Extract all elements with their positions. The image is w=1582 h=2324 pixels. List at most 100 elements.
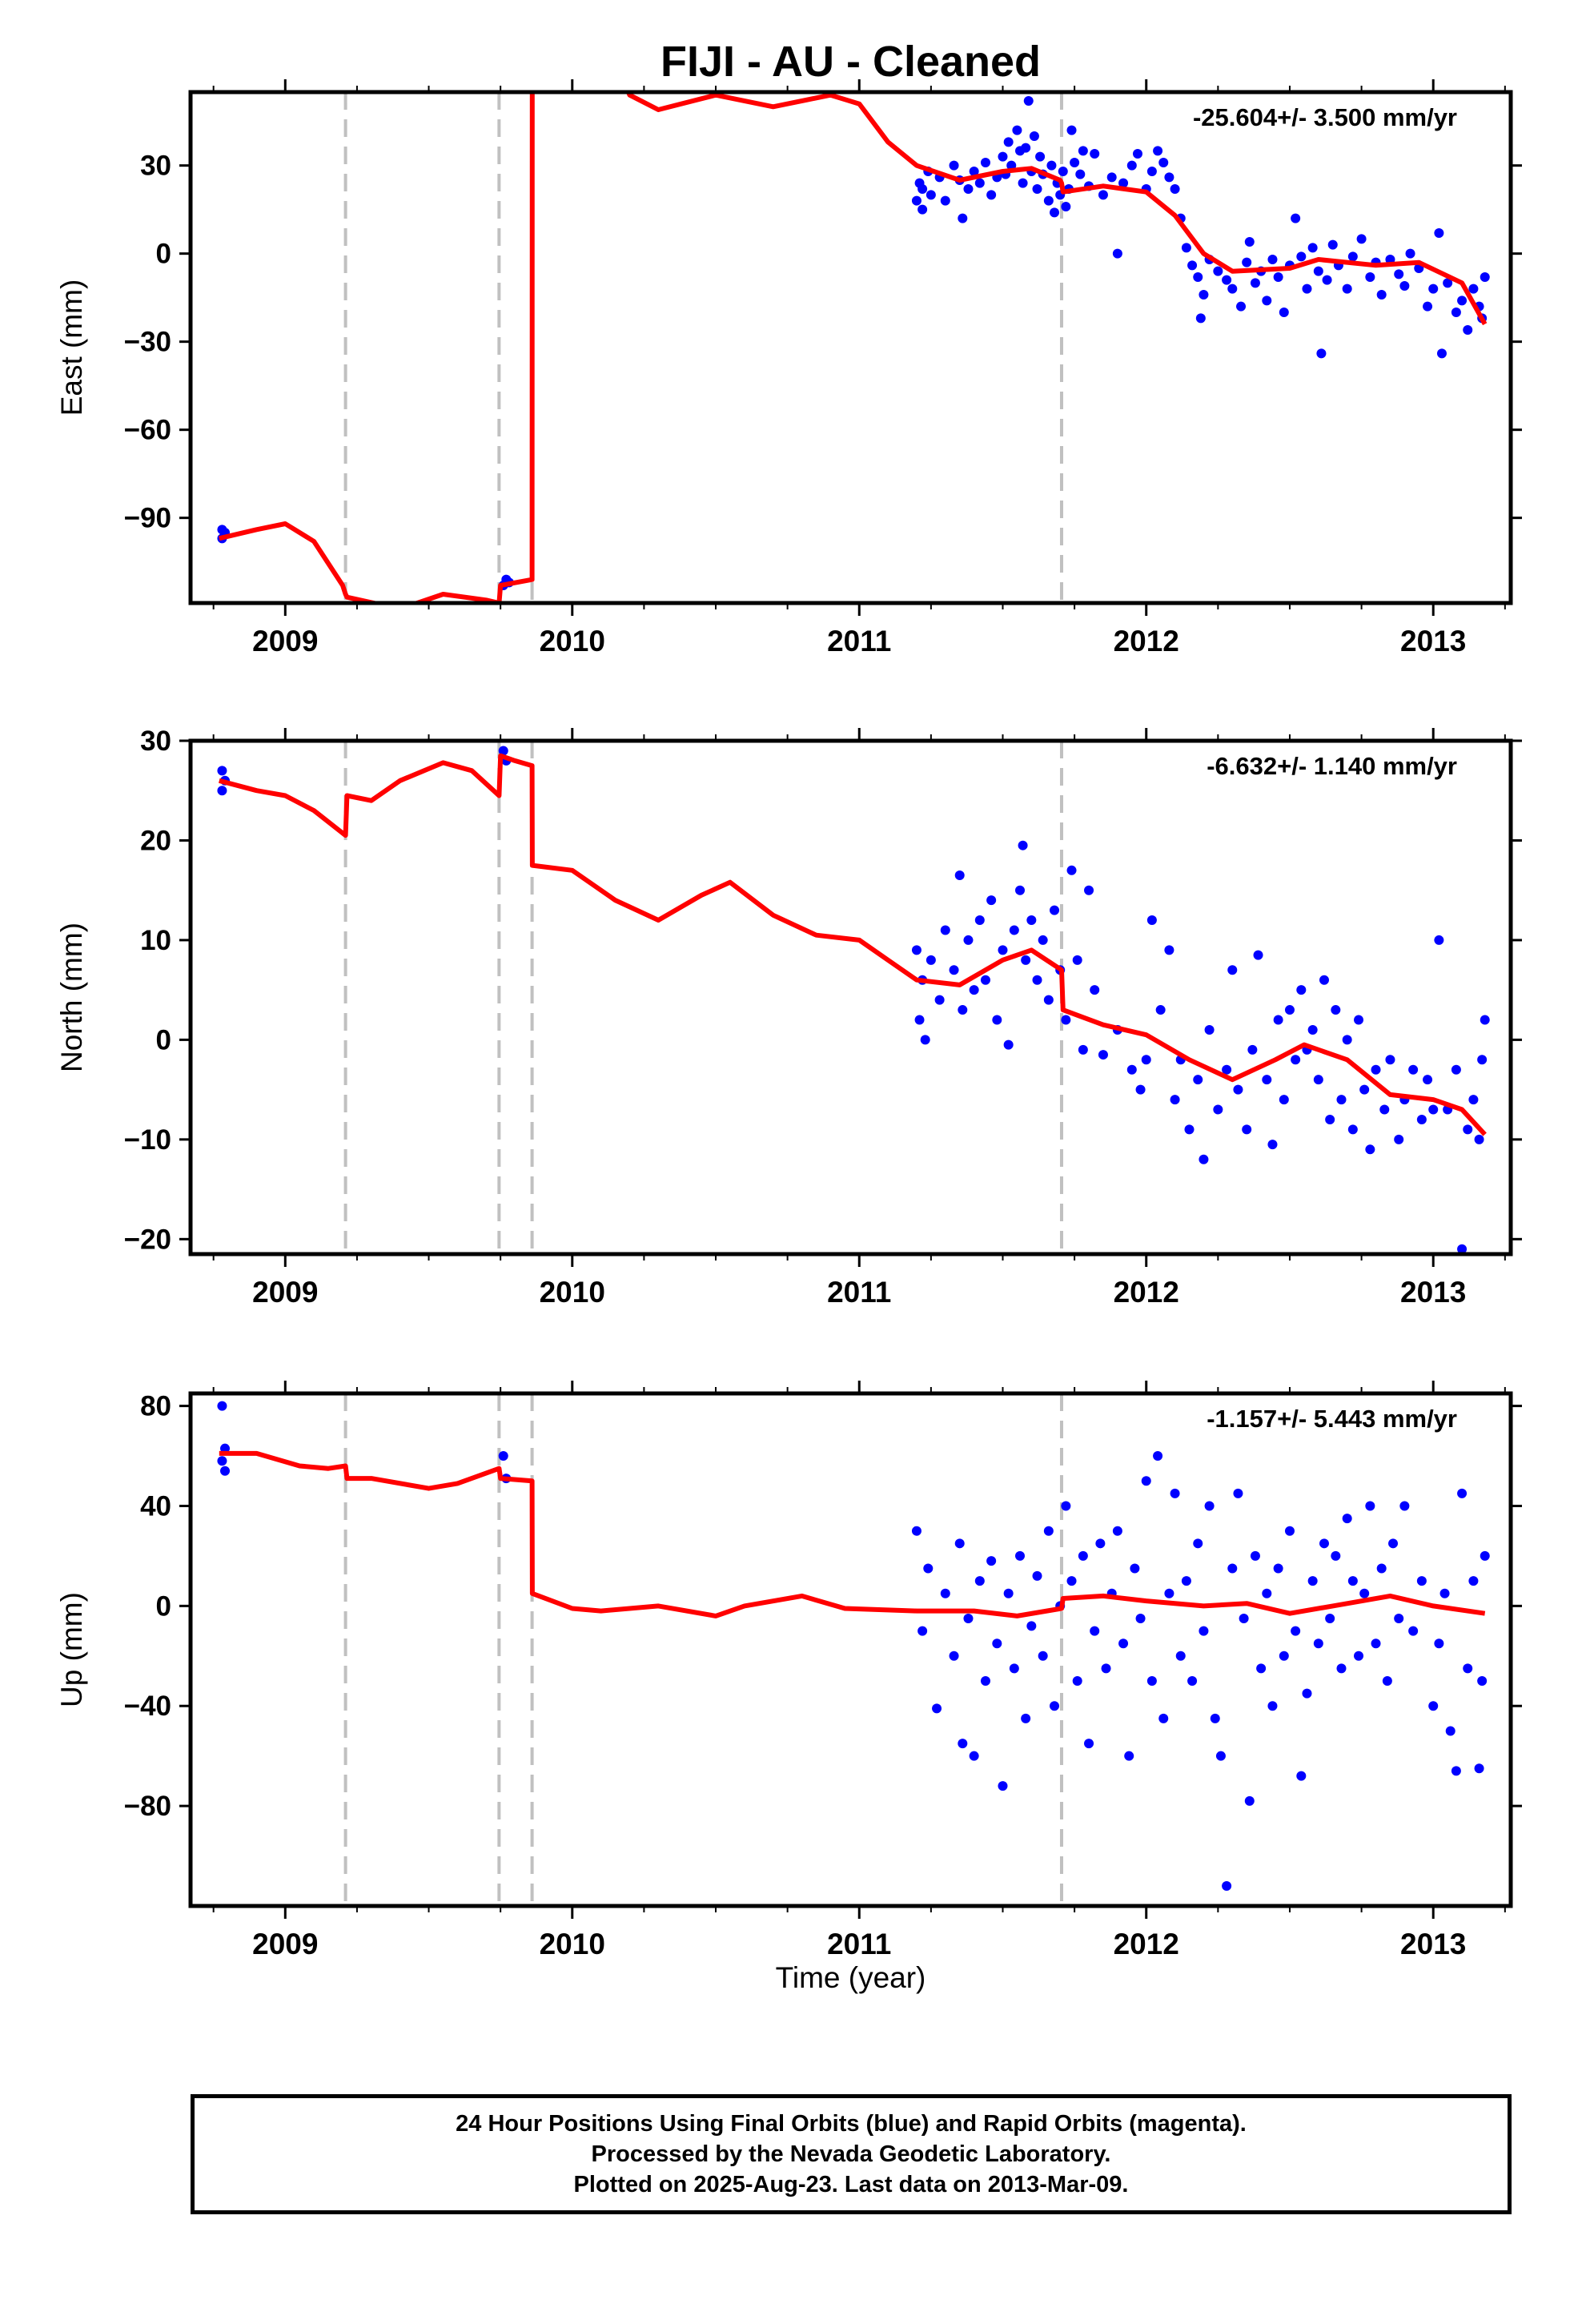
data-point (1090, 1626, 1100, 1636)
data-point (1291, 1055, 1301, 1065)
data-point (1035, 151, 1046, 162)
data-point (969, 167, 979, 176)
data-point (1118, 178, 1129, 188)
data-point (1130, 1563, 1140, 1574)
data-point (940, 195, 950, 206)
data-point (1468, 283, 1479, 294)
data-point (963, 184, 974, 194)
x-tick-label: 2011 (827, 1276, 891, 1309)
data-point (1242, 1124, 1252, 1135)
data-point (974, 1576, 985, 1586)
data-point (1070, 158, 1080, 167)
data-point (1118, 1638, 1129, 1649)
data-point (1038, 1651, 1048, 1661)
data-point (1365, 1501, 1375, 1511)
data-point (1279, 308, 1289, 317)
data-point (1043, 195, 1054, 206)
data-point (1477, 1055, 1488, 1065)
data-point (1296, 985, 1307, 995)
data-point (217, 766, 227, 776)
data-point (1199, 1626, 1209, 1636)
data-point (934, 995, 945, 1005)
panel-frame (188, 738, 1513, 1256)
data-point (1132, 149, 1142, 159)
x-tick-label: 2009 (252, 625, 318, 657)
x-tick-label: 2010 (540, 1928, 605, 1960)
y-tick-label: −20 (124, 1224, 171, 1255)
data-point (1434, 228, 1444, 238)
data-point (1126, 160, 1137, 171)
data-point (1164, 945, 1174, 955)
data-point (1184, 1124, 1195, 1135)
y-tick-label: 0 (156, 1590, 171, 1622)
data-point (1468, 1576, 1479, 1586)
data-point (1021, 143, 1031, 153)
data-point (980, 975, 990, 985)
data-point (1112, 1526, 1122, 1536)
data-point (1021, 1713, 1031, 1723)
data-point (1227, 965, 1238, 975)
data-point (1106, 172, 1117, 183)
x-tick-label: 2011 (827, 625, 891, 657)
data-point (1084, 1739, 1094, 1749)
data-point (974, 178, 985, 188)
data-point (1009, 1663, 1019, 1674)
data-points (217, 1401, 1490, 1892)
data-point (1388, 1538, 1399, 1549)
data-point (1327, 239, 1338, 250)
data-point (220, 1466, 231, 1476)
data-point (911, 195, 921, 206)
data-point (1405, 248, 1415, 259)
data-point (217, 786, 227, 796)
data-point (1463, 1124, 1473, 1135)
data-point (1291, 213, 1301, 223)
x-axis-label: Time (year) (776, 1961, 926, 1994)
data-point (1195, 313, 1206, 324)
data-points (217, 96, 1490, 590)
data-point (1284, 1005, 1295, 1015)
data-point (1050, 207, 1060, 218)
data-point (1227, 283, 1238, 294)
data-point (1242, 257, 1252, 267)
data-point (923, 1563, 934, 1574)
data-point (1164, 172, 1174, 183)
data-point (1199, 1154, 1209, 1164)
data-point (1480, 1015, 1490, 1025)
data-point (1018, 840, 1028, 850)
data-point (1043, 995, 1054, 1005)
data-point (1463, 1663, 1473, 1674)
data-point (986, 190, 997, 200)
data-point (958, 1005, 968, 1015)
y-tick-label: 30 (140, 726, 171, 757)
data-point (1371, 1638, 1381, 1649)
data-point (1451, 1766, 1461, 1776)
data-point (1153, 1451, 1163, 1462)
data-point (1480, 272, 1490, 282)
data-point (1050, 1701, 1060, 1711)
data-point (1423, 1075, 1433, 1085)
y-axis-label: East (mm) (55, 279, 88, 416)
x-tick-label: 2009 (252, 1276, 318, 1309)
data-point (1247, 1044, 1258, 1055)
data-point (1050, 905, 1060, 915)
data-point (1457, 1488, 1468, 1498)
data-point (963, 935, 974, 945)
data-point (1428, 1104, 1439, 1115)
data-point (1474, 1134, 1484, 1144)
data-point (1026, 1621, 1037, 1631)
data-point (1336, 1095, 1347, 1105)
data-point (917, 204, 928, 215)
data-point (1072, 955, 1082, 965)
data-point (1153, 146, 1163, 156)
data-point (958, 1739, 968, 1749)
data-point (992, 1638, 1002, 1649)
rate-annotation: -6.632+/- 1.140 mm/yr (1207, 752, 1457, 780)
y-tick-label: 0 (156, 239, 171, 270)
data-point (1003, 1588, 1014, 1598)
data-point (1015, 1550, 1026, 1561)
data-point (1356, 234, 1367, 244)
data-point (1164, 1588, 1174, 1598)
data-point (1443, 278, 1453, 288)
data-point (1408, 1626, 1419, 1636)
